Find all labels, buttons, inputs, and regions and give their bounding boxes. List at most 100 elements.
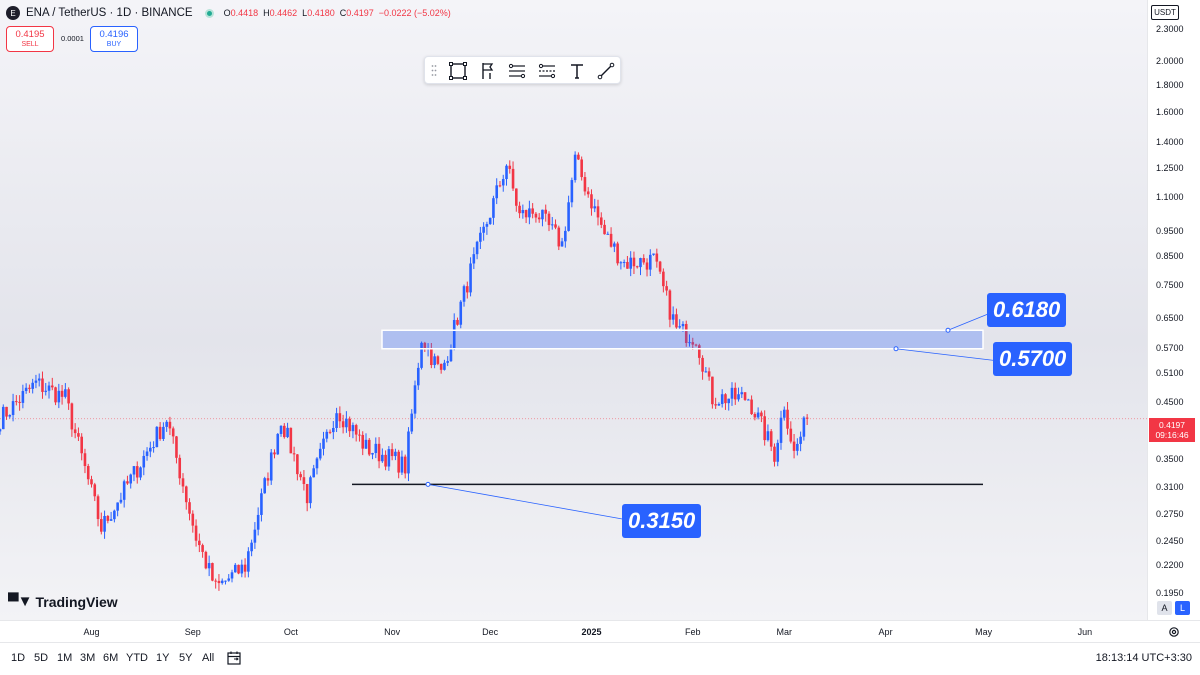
candle-body[interactable] (577, 154, 580, 160)
candle-body[interactable] (609, 233, 613, 247)
candle-body[interactable] (204, 551, 208, 569)
candle-body[interactable] (475, 241, 479, 255)
candle-body[interactable] (217, 580, 221, 584)
candle-body[interactable] (338, 413, 342, 422)
candle-body[interactable] (498, 185, 502, 187)
candle-body[interactable] (407, 431, 410, 474)
candle-body[interactable] (645, 262, 649, 270)
range-icon[interactable] (537, 61, 557, 81)
candle-body[interactable] (224, 580, 227, 582)
candle-body[interactable] (201, 545, 204, 552)
candle-body[interactable] (714, 404, 717, 406)
zone-bottom-anchor[interactable] (893, 346, 899, 352)
candle-body[interactable] (318, 448, 322, 459)
candle-body[interactable] (0, 429, 2, 432)
candle-body[interactable] (113, 510, 116, 520)
range-button-all[interactable]: All (202, 652, 215, 664)
candle-body[interactable] (50, 385, 54, 388)
candle-body[interactable] (590, 194, 593, 209)
candle-body[interactable] (273, 452, 276, 455)
candle-body[interactable] (753, 414, 757, 418)
rectangle-icon[interactable] (448, 61, 468, 81)
candle-body[interactable] (80, 436, 83, 454)
candle-body[interactable] (599, 217, 603, 225)
candle-body[interactable] (459, 301, 463, 325)
candle-body[interactable] (302, 477, 306, 485)
candle-body[interactable] (707, 371, 711, 377)
candle-body[interactable] (207, 563, 211, 569)
candle-body[interactable] (60, 390, 64, 397)
candle-body[interactable] (286, 427, 289, 438)
candle-body[interactable] (662, 271, 665, 287)
candle-body[interactable] (279, 425, 283, 434)
candle-body[interactable] (462, 286, 466, 302)
candle-body[interactable] (675, 314, 678, 328)
candle-body[interactable] (769, 431, 773, 447)
range-button-5d[interactable]: 5D (34, 652, 49, 664)
candle-body[interactable] (282, 425, 286, 438)
candle-body[interactable] (178, 457, 182, 479)
range-button-1m[interactable]: 1M (57, 652, 73, 664)
candle-body[interactable] (410, 413, 414, 432)
candle-body[interactable] (792, 441, 796, 451)
candle-body[interactable] (449, 348, 453, 362)
calendar-range-icon[interactable] (226, 650, 242, 666)
candle-body[interactable] (332, 427, 335, 433)
candle-body[interactable] (1, 406, 5, 430)
candle-body[interactable] (684, 323, 688, 344)
symbol-title[interactable]: ENA / TetherUS · 1D · BINANCE (26, 7, 193, 19)
candle-body[interactable] (691, 342, 695, 345)
candle-body[interactable] (227, 578, 231, 581)
candle-body[interactable] (64, 389, 67, 397)
candle-body[interactable] (384, 454, 387, 467)
candle-body[interactable] (596, 206, 600, 218)
candle-body[interactable] (629, 257, 632, 269)
candle-body[interactable] (642, 258, 646, 263)
text-icon[interactable] (567, 61, 587, 81)
candle-body[interactable] (802, 417, 806, 437)
candle-body[interactable] (351, 425, 355, 432)
candle-body[interactable] (694, 344, 698, 346)
candle-body[interactable] (276, 433, 280, 455)
candle-body[interactable] (269, 452, 273, 481)
candle-body[interactable] (348, 418, 351, 432)
candle-body[interactable] (436, 356, 440, 364)
time-axis[interactable]: Aug Sep Oct Nov Dec 2025 Feb Mar Apr May Jun (0, 620, 1200, 642)
candle-body[interactable] (482, 226, 485, 233)
candle-body[interactable] (100, 519, 103, 532)
chart-area[interactable]: E ENA / TetherUS · 1D · BINANCE O0.4418 … (0, 0, 1147, 620)
candle-body[interactable] (325, 431, 329, 439)
candle-body[interactable] (233, 564, 237, 573)
candle-body[interactable] (567, 202, 570, 231)
candle-body[interactable] (528, 208, 531, 218)
candle-body[interactable] (524, 210, 528, 218)
candle-body[interactable] (639, 258, 642, 268)
candle-body[interactable] (18, 401, 21, 403)
candle-body[interactable] (77, 433, 80, 437)
candle-body[interactable] (328, 431, 332, 433)
candle-body[interactable] (668, 290, 672, 320)
candle-body[interactable] (142, 455, 146, 468)
candle-body[interactable] (155, 426, 159, 448)
log-scale-button[interactable]: L (1175, 601, 1190, 615)
candle-body[interactable] (86, 466, 90, 480)
resistance-zone[interactable] (381, 329, 984, 350)
candle-body[interactable] (537, 217, 541, 220)
candle-body[interactable] (211, 563, 214, 581)
utc-clock[interactable]: 18:13:14 UTC+3:30 (1095, 652, 1192, 664)
candle-body[interactable] (416, 367, 420, 386)
candle-body[interactable] (83, 453, 87, 467)
candle-body[interactable] (750, 399, 753, 415)
candle-body[interactable] (371, 453, 374, 455)
candle-body[interactable] (305, 484, 309, 504)
candle-body[interactable] (688, 342, 691, 344)
candle-body[interactable] (443, 362, 446, 370)
trend-line-icon[interactable] (596, 61, 616, 81)
buy-button[interactable]: 0.4196 BUY (90, 26, 138, 52)
candle-body[interactable] (358, 434, 361, 436)
candle-body[interactable] (423, 342, 427, 350)
candle-body[interactable] (452, 319, 456, 349)
candle-body[interactable] (116, 502, 119, 511)
candle-body[interactable] (730, 387, 734, 399)
candle-body[interactable] (495, 185, 499, 199)
